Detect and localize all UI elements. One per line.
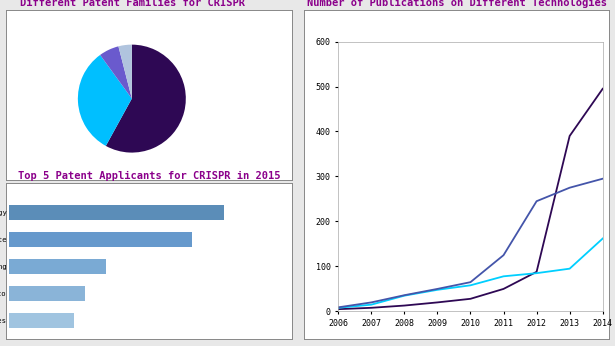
Bar [9, 232, 192, 247]
ZFN [566, 185, 573, 190]
Legend: Institution Based Fillings, Industry Co-fillings, Individual Inventor Based Fill: Institution Based Fillings, Industry Co-… [47, 263, 174, 291]
TALEN [599, 236, 606, 240]
Wedge shape [100, 46, 132, 99]
Line: CRISPR: CRISPR [338, 89, 603, 309]
CRISPR [434, 300, 441, 304]
ZFN [401, 293, 408, 297]
Wedge shape [119, 45, 132, 99]
ZFN [467, 280, 474, 284]
Bar [9, 205, 224, 220]
TALEN [434, 288, 441, 292]
Bar [9, 259, 106, 274]
Title: Top 5 Patent Applicants for CRISPR in 2015: Top 5 Patent Applicants for CRISPR in 20… [18, 171, 280, 181]
TALEN [368, 302, 375, 307]
TALEN [467, 283, 474, 288]
TALEN [533, 271, 541, 275]
Bar [9, 313, 74, 328]
Line: TALEN: TALEN [338, 238, 603, 308]
Wedge shape [78, 55, 132, 146]
TALEN [500, 274, 507, 279]
ZFN [500, 253, 507, 257]
TALEN [401, 293, 408, 298]
Title: Number of Publications on Different Technologies: Number of Publications on Different Tech… [307, 0, 606, 8]
CRISPR [401, 303, 408, 308]
CRISPR [368, 306, 375, 310]
CRISPR [566, 134, 573, 138]
TALEN [335, 306, 342, 310]
Bar [9, 286, 84, 301]
CRISPR [599, 87, 606, 91]
CRISPR [500, 287, 507, 291]
CRISPR [467, 297, 474, 301]
Text: Different Patent Families for CRISPR: Different Patent Families for CRISPR [20, 0, 245, 8]
Line: ZFN: ZFN [338, 179, 603, 307]
CRISPR [335, 307, 342, 311]
ZFN [533, 199, 541, 203]
ZFN [599, 177, 606, 181]
ZFN [335, 305, 342, 309]
ZFN [434, 287, 441, 291]
TALEN [566, 267, 573, 271]
CRISPR [533, 270, 541, 274]
Wedge shape [106, 45, 186, 153]
ZFN [368, 300, 375, 304]
